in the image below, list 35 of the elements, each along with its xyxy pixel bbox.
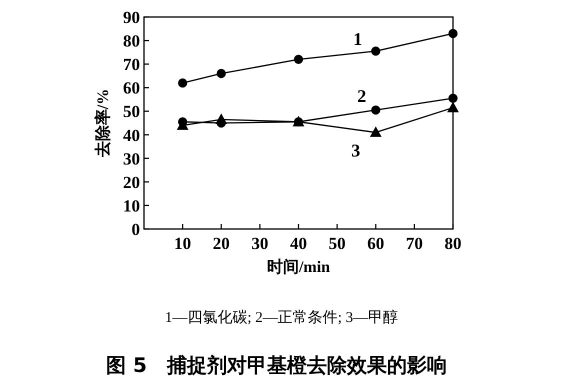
x-tick-label: 60 [367, 234, 384, 253]
y-tick-label: 90 [123, 8, 140, 27]
point [448, 102, 458, 112]
series-label: 3 [351, 140, 360, 160]
x-axis-title: 时间/min [266, 258, 330, 276]
y-tick-label: 20 [123, 172, 140, 192]
y-axis-title: 去除率/% [93, 88, 112, 158]
x-tick-label: 20 [212, 234, 230, 253]
point [371, 105, 380, 115]
series-label: 2 [357, 86, 366, 106]
point [216, 68, 226, 78]
x-tick-label: 80 [444, 234, 462, 253]
y-tick-label: 60 [123, 78, 140, 98]
x-tick-label: 70 [406, 234, 423, 253]
x-tick-label: 40 [290, 234, 307, 253]
y-tick-label: 10 [123, 196, 140, 216]
series-label: 1 [353, 29, 362, 50]
text: 1—四氯化碳; 2—正常条件; 3—甲醇 [164, 309, 398, 326]
point [294, 54, 304, 64]
y-tick-label: 0 [132, 220, 140, 239]
point [178, 78, 188, 88]
y-tick-label: 30 [123, 149, 140, 168]
text: 图 5 捕捉剂对甲基橙去除效果的影响 [106, 353, 447, 377]
point [448, 28, 458, 38]
x-tick-label: 30 [251, 234, 268, 253]
point [216, 114, 227, 124]
x-tick-label: 50 [328, 234, 346, 253]
y-tick-label: 40 [123, 126, 140, 145]
y-tick-label: 50 [123, 102, 140, 122]
point [370, 126, 382, 137]
point [371, 46, 380, 56]
y-tick-label: 70 [123, 55, 140, 74]
x-tick-label: 10 [174, 234, 192, 253]
y-tick-label: 80 [123, 32, 140, 51]
point [448, 94, 458, 103]
